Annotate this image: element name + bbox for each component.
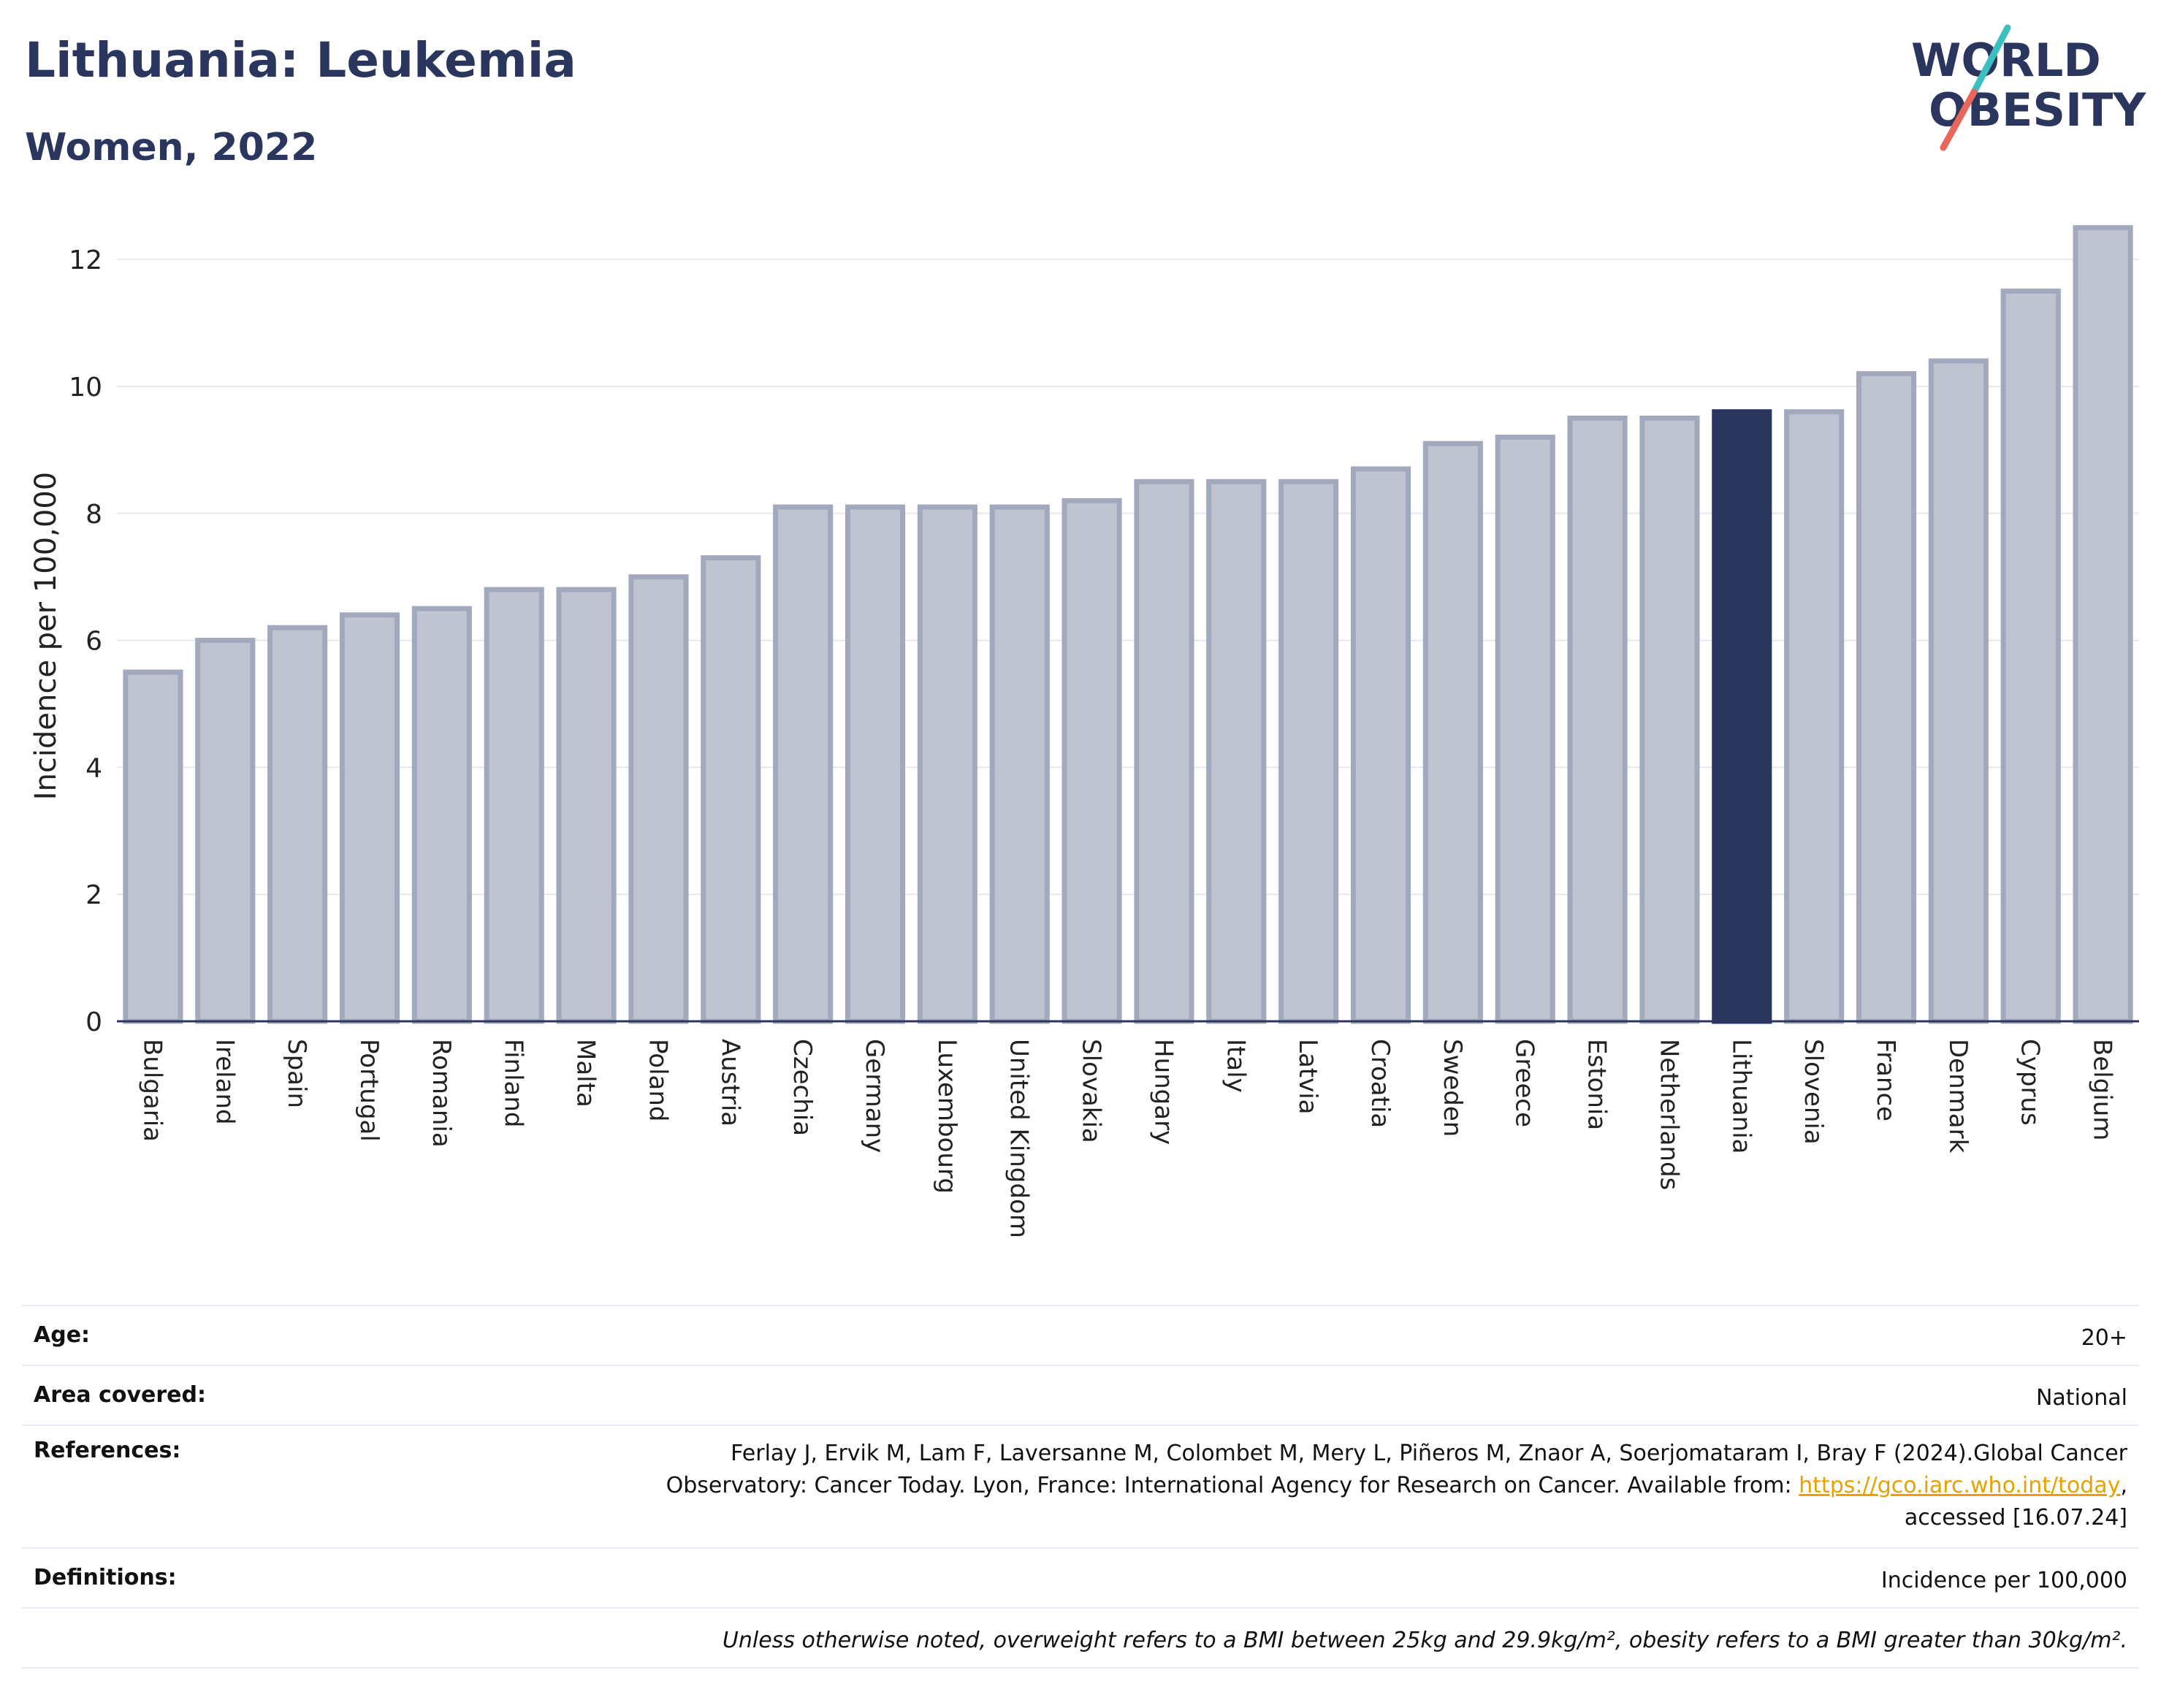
bar-hungary bbox=[1134, 479, 1194, 1024]
references-label: References: bbox=[22, 1425, 431, 1549]
references-link[interactable]: https://gco.iarc.who.int/today bbox=[1799, 1473, 2121, 1498]
area-value: National bbox=[431, 1365, 2139, 1426]
bar-slovakia bbox=[1062, 497, 1122, 1024]
x-tick-label: Hungary bbox=[1148, 1039, 1178, 1145]
info-table: Age: 20+ Area covered: National Referenc… bbox=[22, 1305, 2139, 1669]
x-tick-label: Lithuania bbox=[1726, 1039, 1756, 1154]
x-tick-label: Germany bbox=[860, 1039, 889, 1153]
bar-croatia bbox=[1350, 466, 1411, 1024]
x-tick-label: Slovakia bbox=[1077, 1039, 1106, 1143]
bar-lithuania bbox=[1712, 409, 1772, 1024]
x-tick-label: Malta bbox=[571, 1039, 601, 1107]
x-tick-label: Italy bbox=[1221, 1039, 1250, 1093]
logo-slash-coral bbox=[1940, 88, 1978, 151]
x-tick-label: Poland bbox=[643, 1039, 672, 1122]
bar-czechia bbox=[773, 504, 834, 1024]
x-tick-label: United Kingdom bbox=[1005, 1039, 1034, 1238]
bar-italy bbox=[1206, 479, 1267, 1024]
bar-poland bbox=[628, 574, 689, 1024]
bar-malta bbox=[556, 587, 617, 1024]
x-tick-label: Romania bbox=[427, 1039, 456, 1148]
info-row-note: Unless otherwise noted, overweight refer… bbox=[22, 1607, 2139, 1669]
references-line-2-end: , bbox=[2120, 1473, 2127, 1498]
age-label: Age: bbox=[22, 1305, 431, 1366]
age-value: 20+ bbox=[431, 1305, 2139, 1366]
bar-denmark bbox=[1928, 358, 1989, 1024]
bar-france bbox=[1856, 371, 1917, 1024]
y-tick-labels: 0 2 4 6 8 10 12 bbox=[69, 245, 102, 1037]
bar-belgium bbox=[2073, 225, 2133, 1024]
x-tick-label: Greece bbox=[1510, 1039, 1539, 1127]
definitions-label: Definitions: bbox=[22, 1547, 431, 1609]
bar-austria bbox=[701, 555, 761, 1024]
bar-sweden bbox=[1422, 441, 1483, 1024]
x-tick-label: Sweden bbox=[1438, 1039, 1467, 1137]
info-row-age: Age: 20+ bbox=[22, 1305, 2139, 1366]
page-title: Lithuania: Leukemia bbox=[25, 32, 576, 88]
x-tick-label: Finland bbox=[499, 1039, 528, 1128]
x-tick-label: Denmark bbox=[1943, 1039, 1973, 1154]
bar-greece bbox=[1495, 434, 1555, 1024]
references-line-2: Observatory: Cancer Today. Lyon, France:… bbox=[666, 1473, 1799, 1498]
bar-latvia bbox=[1278, 479, 1339, 1024]
bar-chart: 0 2 4 6 8 10 12 Bulgaria Ireland Spain Portugal Ro… bbox=[29, 225, 2139, 1238]
bar-spain bbox=[267, 625, 328, 1024]
references-value: Ferlay J, Ervik M, Lam F, Laversanne M, … bbox=[431, 1425, 2139, 1549]
bar-netherlands bbox=[1639, 415, 1700, 1024]
bar-luxembourg bbox=[917, 504, 977, 1024]
bar-finland bbox=[484, 587, 544, 1024]
bar-slovenia bbox=[1784, 409, 1845, 1024]
y-tick-label: 12 bbox=[69, 245, 102, 275]
y-tick-label: 8 bbox=[85, 500, 102, 530]
y-tick-label: 0 bbox=[85, 1007, 102, 1037]
logo-slash-teal bbox=[1970, 24, 2011, 96]
bar-ireland bbox=[195, 638, 256, 1024]
x-tick-label: Ireland bbox=[210, 1039, 239, 1125]
x-tick-label: Austria bbox=[715, 1039, 744, 1126]
info-row-definitions: Definitions: Incidence per 100,000 bbox=[22, 1547, 2139, 1609]
x-tick-label: France bbox=[1871, 1039, 1900, 1121]
y-tick-label: 10 bbox=[69, 373, 102, 403]
x-tick-labels: Bulgaria Ireland Spain Portugal Romania Finla… bbox=[137, 1039, 2116, 1238]
y-tick-label: 2 bbox=[85, 880, 102, 910]
x-tick-label: Czechia bbox=[788, 1039, 817, 1136]
x-tick-label: Latvia bbox=[1293, 1039, 1322, 1115]
references-line-1: Ferlay J, Ervik M, Lam F, Laversanne M, … bbox=[731, 1441, 2127, 1466]
bar-portugal bbox=[339, 612, 400, 1024]
y-axis-label: Incidence per 100,000 bbox=[29, 472, 63, 801]
info-row-references: References: Ferlay J, Ervik M, Lam F, La… bbox=[22, 1425, 2139, 1549]
x-tick-label: Netherlands bbox=[1654, 1039, 1683, 1190]
page-subtitle: Women, 2022 bbox=[25, 126, 318, 169]
references-line-3: accessed [16.07.24] bbox=[1904, 1505, 2127, 1530]
y-tick-label: 6 bbox=[85, 627, 102, 657]
x-tick-label: Belgium bbox=[2088, 1039, 2117, 1140]
x-tick-label: Bulgaria bbox=[137, 1039, 167, 1142]
bar-bulgaria bbox=[123, 669, 183, 1024]
bar-cyprus bbox=[2000, 289, 2061, 1024]
logo-text-world: WORLD bbox=[1911, 34, 2101, 87]
x-tick-label: Cyprus bbox=[2016, 1039, 2045, 1126]
x-tick-label: Estonia bbox=[1582, 1039, 1612, 1130]
definition-note: Unless otherwise noted, overweight refer… bbox=[431, 1607, 2139, 1669]
bar-romania bbox=[411, 606, 472, 1024]
world-obesity-logo: WORLD OBESITY bbox=[1911, 24, 2146, 151]
info-row-area: Area covered: National bbox=[22, 1365, 2139, 1426]
x-tick-label: Croatia bbox=[1365, 1039, 1395, 1128]
x-tick-label: Portugal bbox=[354, 1039, 384, 1142]
area-label: Area covered: bbox=[22, 1365, 431, 1426]
bar-united-kingdom bbox=[989, 504, 1050, 1024]
x-tick-label: Luxembourg bbox=[932, 1039, 961, 1194]
x-tick-label: Spain bbox=[282, 1039, 311, 1108]
bar-germany bbox=[845, 504, 906, 1024]
y-tick-label: 4 bbox=[85, 753, 102, 783]
bars bbox=[123, 225, 2133, 1024]
definitions-value: Incidence per 100,000 bbox=[431, 1547, 2139, 1609]
x-tick-label: Slovenia bbox=[1799, 1039, 1828, 1145]
bar-estonia bbox=[1567, 415, 1628, 1024]
